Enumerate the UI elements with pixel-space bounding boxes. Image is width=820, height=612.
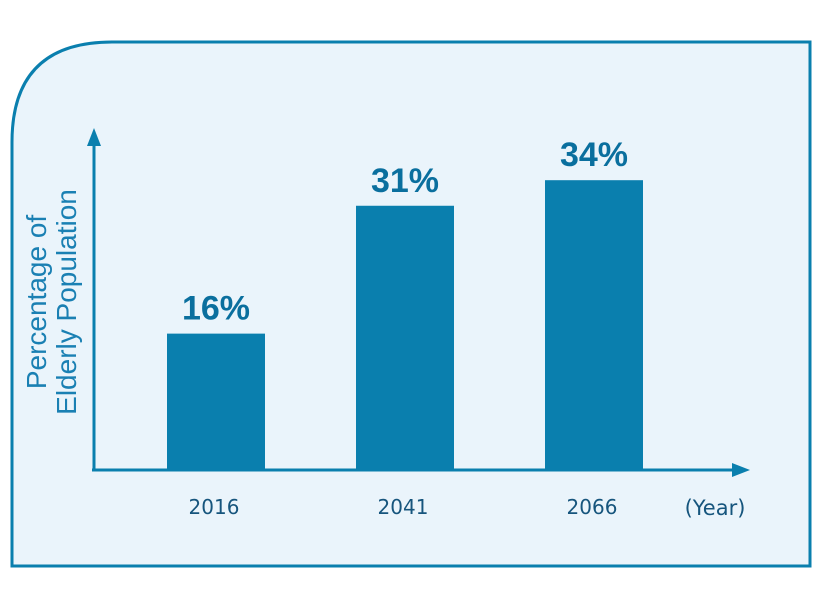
bar-2016 bbox=[167, 333, 265, 470]
bar-2066 bbox=[545, 180, 643, 470]
value-label-2041: 31% bbox=[371, 162, 439, 200]
x-tick-label-2066: 2066 bbox=[567, 495, 618, 519]
x-axis-unit-label: (Year) bbox=[685, 496, 746, 520]
value-label-2016: 16% bbox=[182, 290, 250, 328]
y-axis-title-line-2: Elderly Population bbox=[51, 189, 82, 415]
bars-group bbox=[167, 180, 643, 470]
y-axis-arrowhead bbox=[87, 128, 101, 146]
x-tick-labels-group: 2016 2041 2066 bbox=[189, 495, 618, 519]
bar-2041 bbox=[356, 205, 454, 470]
x-axis-arrowhead bbox=[732, 463, 750, 477]
y-axis-title: Percentage of Elderly Population bbox=[21, 189, 82, 415]
value-labels-group: 16% 31% 34% bbox=[182, 136, 628, 327]
value-label-2066: 34% bbox=[560, 136, 628, 174]
y-axis-title-line-1: Percentage of bbox=[21, 215, 52, 390]
x-tick-label-2041: 2041 bbox=[378, 495, 429, 519]
x-tick-label-2016: 2016 bbox=[189, 495, 240, 519]
